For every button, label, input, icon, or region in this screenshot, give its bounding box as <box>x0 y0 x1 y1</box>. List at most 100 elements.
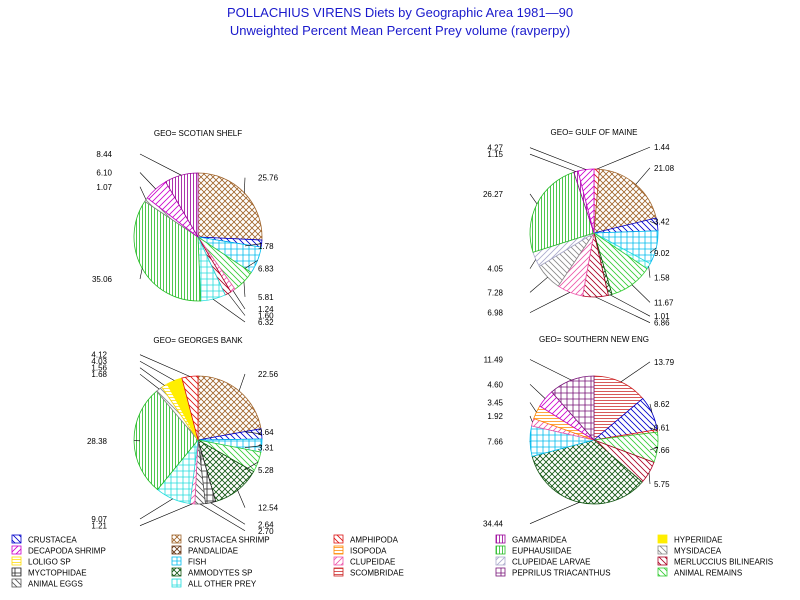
chart-title: POLLACHIUS VIRENS Diets by Geographic Ar… <box>226 5 574 20</box>
legend-item-merluccius-bilinearis: MERLUCCIUS BILINEARIS <box>657 556 773 567</box>
legend-label: MYSIDACEA <box>674 547 722 556</box>
legend-label: CRUSTACEA <box>28 536 77 545</box>
slice-value-label: 8.62 <box>654 400 670 409</box>
slice-value-label: 6.10 <box>96 169 112 178</box>
leader-line <box>529 359 572 381</box>
legend-label: GAMMARIDEA <box>512 536 567 545</box>
slice-value-label: 5.75 <box>654 480 670 489</box>
legend-swatch <box>333 567 344 577</box>
slice-value-label: 34.44 <box>483 520 504 529</box>
legend-swatch <box>495 567 506 577</box>
legend-item-scombridae: SCOMBRIDAE <box>333 567 404 578</box>
leader-line <box>649 221 658 225</box>
slice-value-label: 4.27 <box>487 144 503 153</box>
leader-line <box>649 447 658 451</box>
leader-line <box>244 445 262 448</box>
pie-slice-crustacea-shrimp <box>593 168 657 234</box>
slice-value-label: 1.68 <box>91 370 107 379</box>
slice-value-label: 4.60 <box>487 380 503 389</box>
legend-swatch <box>11 534 22 544</box>
legend-label: CLUPEIDAE <box>350 558 395 567</box>
pie-title: GEO= GULF OF MAINE <box>551 128 638 137</box>
slice-value-label: 1.92 <box>487 412 503 421</box>
slice-value-label: 1.44 <box>654 143 670 152</box>
slice-value-label: 7.28 <box>487 288 503 297</box>
leader-line <box>238 373 246 391</box>
slice-value-label: 3.31 <box>258 444 274 453</box>
slice-value-label: 6.32 <box>258 318 274 327</box>
legend-label: ANIMAL REMAINS <box>674 569 742 578</box>
legend-label: MYCTOPHIDAE <box>28 569 87 578</box>
chart-subtitle: Unweighted Percent Mean Percent Prey vol… <box>229 23 571 38</box>
leader-line <box>529 384 546 399</box>
leader-line <box>635 167 651 185</box>
legend-label: ANIMAL EGGS <box>28 580 83 589</box>
legend-swatch <box>11 578 22 588</box>
legend-label: CRUSTACEA SHRIMP <box>188 536 270 545</box>
leader-line <box>139 172 156 190</box>
legend-swatch <box>657 545 668 555</box>
legend-item-ammodytes-sp: AMMODYTES SP <box>171 567 252 578</box>
pie-slice-crustacea-shrimp <box>197 375 262 441</box>
slice-value-label: 6.98 <box>487 309 503 318</box>
slice-value-label: 1.60 <box>258 312 274 321</box>
leader-line <box>232 290 246 310</box>
slice-value-label: 4.12 <box>91 351 107 360</box>
legend-label: PANDALIDAE <box>188 547 238 556</box>
leader-line <box>139 360 175 381</box>
legend-label: PEPRILUS TRIACANTHUS <box>512 569 611 578</box>
slice-value-label: 26.27 <box>483 190 504 199</box>
pie-geo-scotian-shelf: GEO= SCOTIAN SHELF25.761.786.835.811.241… <box>92 129 279 327</box>
slice-value-label: 11.67 <box>654 298 674 307</box>
slice-value-label: 9.07 <box>91 515 107 524</box>
leader-line <box>596 146 651 170</box>
leader-line <box>244 431 262 435</box>
slice-value-label: 25.76 <box>258 174 279 183</box>
pies-layer: GEO= SCOTIAN SHELF25.761.786.835.811.241… <box>87 128 675 536</box>
slice-value-label: 1.15 <box>487 150 503 159</box>
slice-value-label: 0.61 <box>654 424 670 433</box>
slice-value-label: 3.42 <box>654 217 670 226</box>
pie-geo-southern-new-eng: GEO= SOUTHERN NEW ENG 13.79 8.62 0.61 7.66 5.… <box>483 335 675 529</box>
leader-line <box>649 403 653 414</box>
slice-value-label: 28.38 <box>87 437 108 446</box>
legend-label: HYPERIIDAE <box>674 536 722 545</box>
legend-item-gammaridea: GAMMARIDEA <box>495 534 567 545</box>
leader-line <box>529 147 587 170</box>
leader-line <box>649 427 658 432</box>
title-block: POLLACHIUS VIRENS Diets by Geographic Ar… <box>0 4 800 40</box>
legend-item-animal-remains: ANIMAL REMAINS <box>657 567 742 578</box>
legend-label: FISH <box>188 558 206 567</box>
leader-line <box>648 266 651 278</box>
legend-item-loligo-sp: LOLIGO SP <box>11 556 71 567</box>
legend-label: DECAPODA SHRIMP <box>28 547 106 556</box>
pie-geo-georges-bank: GEO= GEORGES BANK 22.56 2.64 3.31 5.28 12.54 2… <box>87 336 279 536</box>
slice-value-label: 1.56 <box>91 364 107 373</box>
slice-value-label: 1.07 <box>96 183 112 192</box>
leader-line <box>210 502 246 525</box>
slice-value-label: 5.81 <box>258 293 274 302</box>
leader-line <box>529 193 538 205</box>
legend-item-amphipoda: AMPHIPODA <box>333 534 399 545</box>
pie-slice-scombridae <box>593 375 644 441</box>
slice-value-label: 1.01 <box>654 312 670 321</box>
slice-value-label: 22.56 <box>258 370 279 379</box>
leader-line <box>139 186 147 200</box>
leader-line <box>244 260 258 269</box>
legend-label: CLUPEIDAE LARVAE <box>512 558 590 567</box>
pie-slice-gammaridea <box>165 172 199 239</box>
pie-title: GEO= GEORGES BANK <box>153 336 243 345</box>
legend-item-clupeidae: CLUPEIDAE <box>333 556 395 567</box>
pie-slice-peprilus-triacanthus <box>551 375 595 442</box>
leader-line <box>649 247 657 254</box>
leader-line <box>648 472 651 485</box>
slice-value-label: 35.06 <box>92 275 113 284</box>
pie-slice-ammodytes-sp <box>531 439 643 505</box>
legend-item-euphausiidae: EUPHAUSIIDAE <box>495 545 572 556</box>
leader-line <box>244 177 246 193</box>
legend-item-decapoda-shrimp: DECAPODA SHRIMP <box>11 545 106 556</box>
legend-swatch <box>495 556 506 566</box>
slice-value-label: 3.45 <box>487 399 503 408</box>
legend-label: LOLIGO SP <box>28 558 71 567</box>
legend-label: MERLUCCIUS BILINEARIS <box>674 558 773 567</box>
